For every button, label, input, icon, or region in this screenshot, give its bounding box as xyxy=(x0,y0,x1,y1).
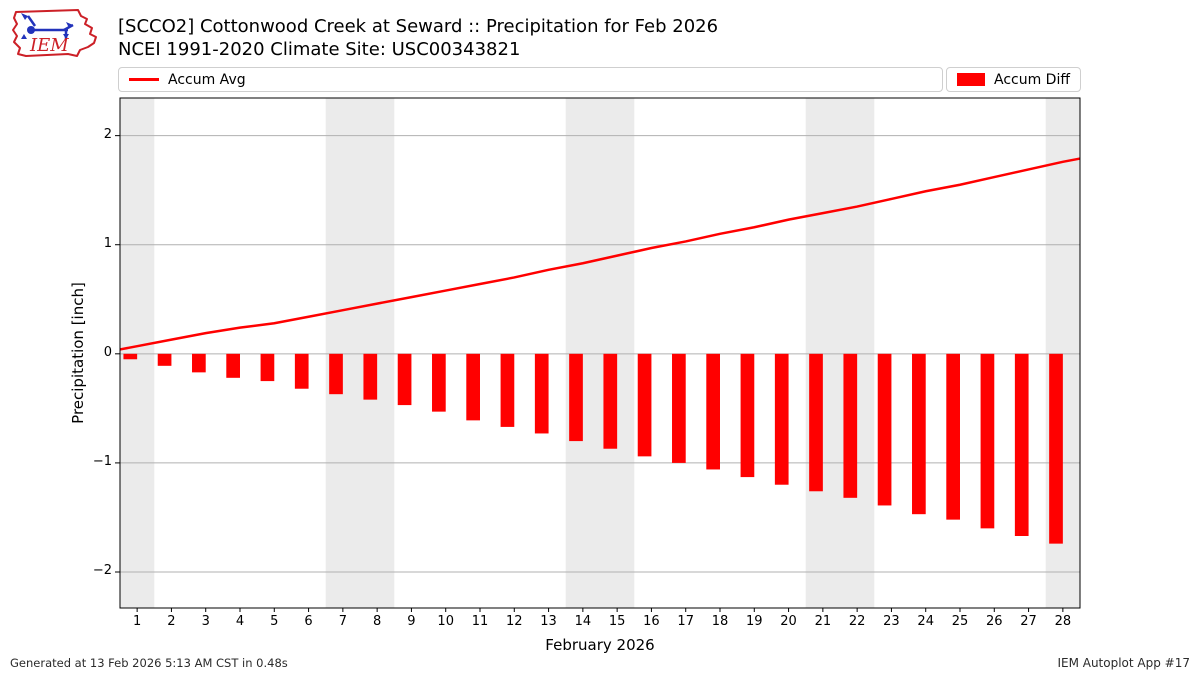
x-tick-label: 5 xyxy=(270,614,279,629)
x-tick-label: 24 xyxy=(917,614,934,629)
legend-accum-avg: Accum Avg xyxy=(118,67,943,92)
diff-bar xyxy=(980,353,995,529)
diff-bar xyxy=(706,353,720,470)
legend-label-diff: Accum Diff xyxy=(993,71,1070,88)
x-tick-label: 4 xyxy=(235,614,245,629)
x-tick-label: 25 xyxy=(951,614,969,629)
diff-bar xyxy=(329,353,343,395)
weekend-band xyxy=(565,98,635,608)
x-tick-label: 16 xyxy=(643,614,660,629)
chart-title: [SCCO2] Cottonwood Creek at Seward :: Pr… xyxy=(118,16,719,37)
y-tick-label: 1 xyxy=(103,235,112,251)
y-tick-label: −2 xyxy=(92,563,112,578)
x-tick-label: 6 xyxy=(304,614,313,629)
diff-bar xyxy=(363,353,378,400)
weather-station-icon xyxy=(21,13,74,39)
weekend-band xyxy=(120,98,155,608)
logo-text: IEM xyxy=(29,35,69,56)
weekend-band xyxy=(805,98,875,608)
x-tick-label: 2 xyxy=(167,614,176,629)
plot-border xyxy=(119,97,1081,609)
x-tick-label: 3 xyxy=(201,614,210,629)
avg-line xyxy=(119,157,1081,351)
generated-timestamp: Generated at 13 Feb 2026 5:13 AM CST in … xyxy=(10,656,288,670)
bar-swatch-icon xyxy=(956,73,985,86)
diff-bar xyxy=(946,353,960,520)
legend-accum-diff: Accum Diff xyxy=(945,67,1081,92)
x-tick-label: 8 xyxy=(373,614,382,629)
line-swatch-icon xyxy=(129,78,159,81)
iem-logo: IEM xyxy=(12,9,97,57)
diff-bar xyxy=(432,353,446,412)
x-tick-label: 1 xyxy=(133,614,142,629)
x-tick-label: 22 xyxy=(848,614,866,629)
title-block: [SCCO2] Cottonwood Creek at Seward :: Pr… xyxy=(118,15,718,61)
diff-bar xyxy=(157,353,172,366)
y-tick-label: 2 xyxy=(103,126,112,142)
diff-bar xyxy=(637,353,652,457)
diff-bar xyxy=(672,353,686,463)
chart-subtitle: NCEI 1991-2020 Climate Site: USC00343821 xyxy=(118,39,521,60)
diff-bar xyxy=(260,353,275,382)
x-tick-label: 10 xyxy=(437,614,454,629)
y-tick-label: 0 xyxy=(103,344,112,360)
diff-bar xyxy=(294,353,309,389)
diff-bar xyxy=(192,353,206,373)
x-tick-label: 7 xyxy=(338,614,347,629)
diff-bar xyxy=(397,353,412,406)
diff-bar xyxy=(603,353,618,449)
x-tick-label: 9 xyxy=(407,614,416,629)
diff-bar xyxy=(226,353,240,378)
x-tick-label: 21 xyxy=(814,614,832,629)
diff-bar xyxy=(534,353,549,434)
x-tick-label: 28 xyxy=(1054,614,1072,629)
x-tick-label: 13 xyxy=(540,614,557,629)
weekend-band xyxy=(325,98,395,608)
diff-bar xyxy=(843,353,858,498)
x-tick-label: 15 xyxy=(608,614,626,629)
diff-bar xyxy=(740,353,755,478)
diff-bar xyxy=(123,353,138,360)
x-tick-label: 27 xyxy=(1020,614,1037,629)
x-tick-label: 23 xyxy=(883,614,900,629)
diff-bar xyxy=(774,353,789,485)
y-tick-label: −1 xyxy=(92,453,112,469)
app-credit: IEM Autoplot App #17 xyxy=(1057,656,1190,670)
diff-bar xyxy=(500,353,515,427)
iowa-outline xyxy=(12,9,97,57)
x-tick-label: 17 xyxy=(677,614,694,629)
x-tick-label: 19 xyxy=(746,614,763,629)
diff-bar xyxy=(466,353,480,421)
diff-bar xyxy=(1014,353,1029,536)
x-tick-label: 11 xyxy=(471,614,489,629)
x-axis-label: February 2026 xyxy=(545,636,655,654)
x-tick-label: 14 xyxy=(574,614,592,629)
diff-bar xyxy=(912,353,926,515)
diff-bar xyxy=(809,353,823,492)
x-tick-label: 18 xyxy=(711,614,729,629)
diff-bar xyxy=(569,353,583,442)
x-tick-label: 20 xyxy=(780,614,797,629)
x-tick-label: 26 xyxy=(986,614,1003,629)
legend-row: Accum Avg Accum Diff xyxy=(118,67,1081,92)
x-tick-label: 12 xyxy=(506,614,523,629)
diff-bar xyxy=(877,353,892,506)
legend-label-avg: Accum Avg xyxy=(168,71,246,88)
diff-bar xyxy=(1049,353,1063,544)
